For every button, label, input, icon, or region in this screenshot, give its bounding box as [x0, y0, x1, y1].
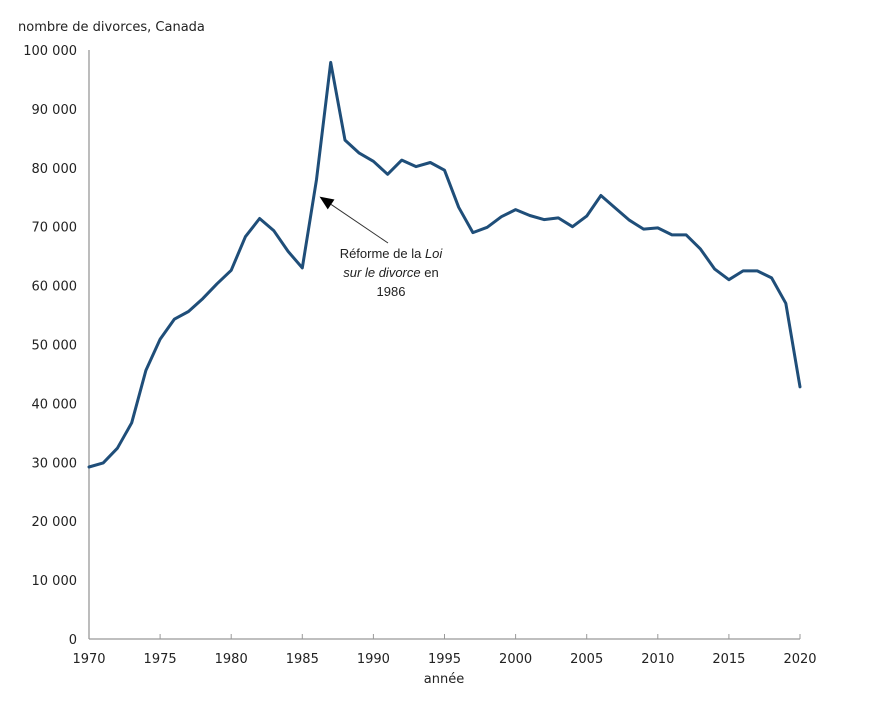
- x-tick-label: 1985: [286, 652, 319, 667]
- series-line: [87, 60, 802, 469]
- y-tick-label: 50 000: [32, 339, 78, 354]
- y-tick-label: 80 000: [32, 162, 78, 177]
- x-tick-label: 1990: [357, 652, 390, 667]
- x-tick-label: 2000: [499, 652, 532, 667]
- x-tick-label: 1970: [72, 652, 105, 667]
- x-tick-label: 1995: [428, 652, 461, 667]
- y-tick-label: 0: [69, 633, 77, 648]
- y-tick-label: 10 000: [32, 574, 78, 589]
- x-tick-label: 1975: [144, 652, 177, 667]
- x-tick-label: 1980: [215, 652, 248, 667]
- y-tick-label: 30 000: [32, 456, 78, 471]
- x-tick-label: 2010: [641, 652, 674, 667]
- x-tick-label: 2005: [570, 652, 603, 667]
- annotation-line-2: sur le divorce en: [343, 265, 438, 280]
- y-tick-label: 100 000: [23, 44, 77, 59]
- x-tick-label: 2015: [712, 652, 745, 667]
- y-axis-title: nombre de divorces, Canada: [18, 20, 205, 35]
- annotation-law-name-part1: Loi: [425, 246, 443, 261]
- annotation-year: 1986: [377, 284, 406, 299]
- annotation: Réforme de la Loi sur le divorce en 1986: [319, 196, 444, 299]
- annotation-law-name-part2: sur le divorce: [343, 265, 420, 280]
- x-tick-label: 2020: [783, 652, 816, 667]
- y-tick-label: 60 000: [32, 280, 78, 295]
- y-tick-label: 90 000: [32, 103, 78, 118]
- annotation-line-1-text: Réforme de la: [340, 246, 425, 261]
- series-group: [87, 60, 802, 469]
- annotation-arrow-line: [330, 204, 389, 244]
- annotation-line-2-text: en: [421, 265, 439, 280]
- y-tick-label: 40 000: [32, 397, 78, 412]
- annotation-line-1: Réforme de la Loi: [340, 246, 444, 261]
- x-axis-title: année: [424, 672, 464, 687]
- y-tick-label: 20 000: [32, 515, 78, 530]
- annotation-arrow-head: [319, 196, 335, 210]
- x-axis-ticks: 1970 1975 1980 1985 1990 1995 2000 2005 2010 2015…: [72, 634, 817, 667]
- y-axis-ticks: 0 10 000 20 000 30 000 40 000 50 000 60 000 70 …: [23, 44, 77, 648]
- y-tick-label: 70 000: [32, 221, 78, 236]
